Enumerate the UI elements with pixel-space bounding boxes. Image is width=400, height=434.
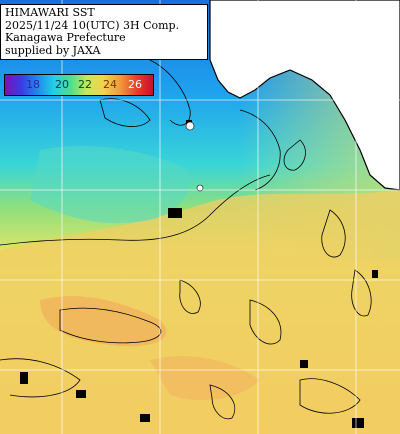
temperature-legend: 18 20 22 24 26 (4, 74, 154, 96)
orange-patch-2 (150, 356, 260, 400)
title-box: HIMAWARI SST 2025/11/24 10(UTC) 3H Comp.… (0, 4, 208, 60)
title-line-1: HIMAWARI SST (5, 6, 95, 19)
title-line-4: supplied by JAXA (5, 43, 101, 57)
legend-tick-20: 20 (55, 78, 69, 91)
title-line-3: Kanagawa Prefecture (5, 31, 126, 44)
cool-tongue (30, 145, 190, 224)
title-line-2: 2025/11/24 10(UTC) 3H Comp. (5, 18, 180, 32)
legend-tick-22: 22 (78, 78, 92, 91)
legend-tick-26: 26 (128, 78, 142, 91)
warm-sea-band (0, 190, 400, 434)
legend-color-bar (5, 75, 153, 95)
cloud-white-spots (185, 121, 204, 192)
sst-contours (0, 59, 372, 420)
legend-tick-24: 24 (103, 78, 117, 91)
legend-tick-18: 18 (26, 78, 40, 91)
land-area (209, 0, 400, 191)
